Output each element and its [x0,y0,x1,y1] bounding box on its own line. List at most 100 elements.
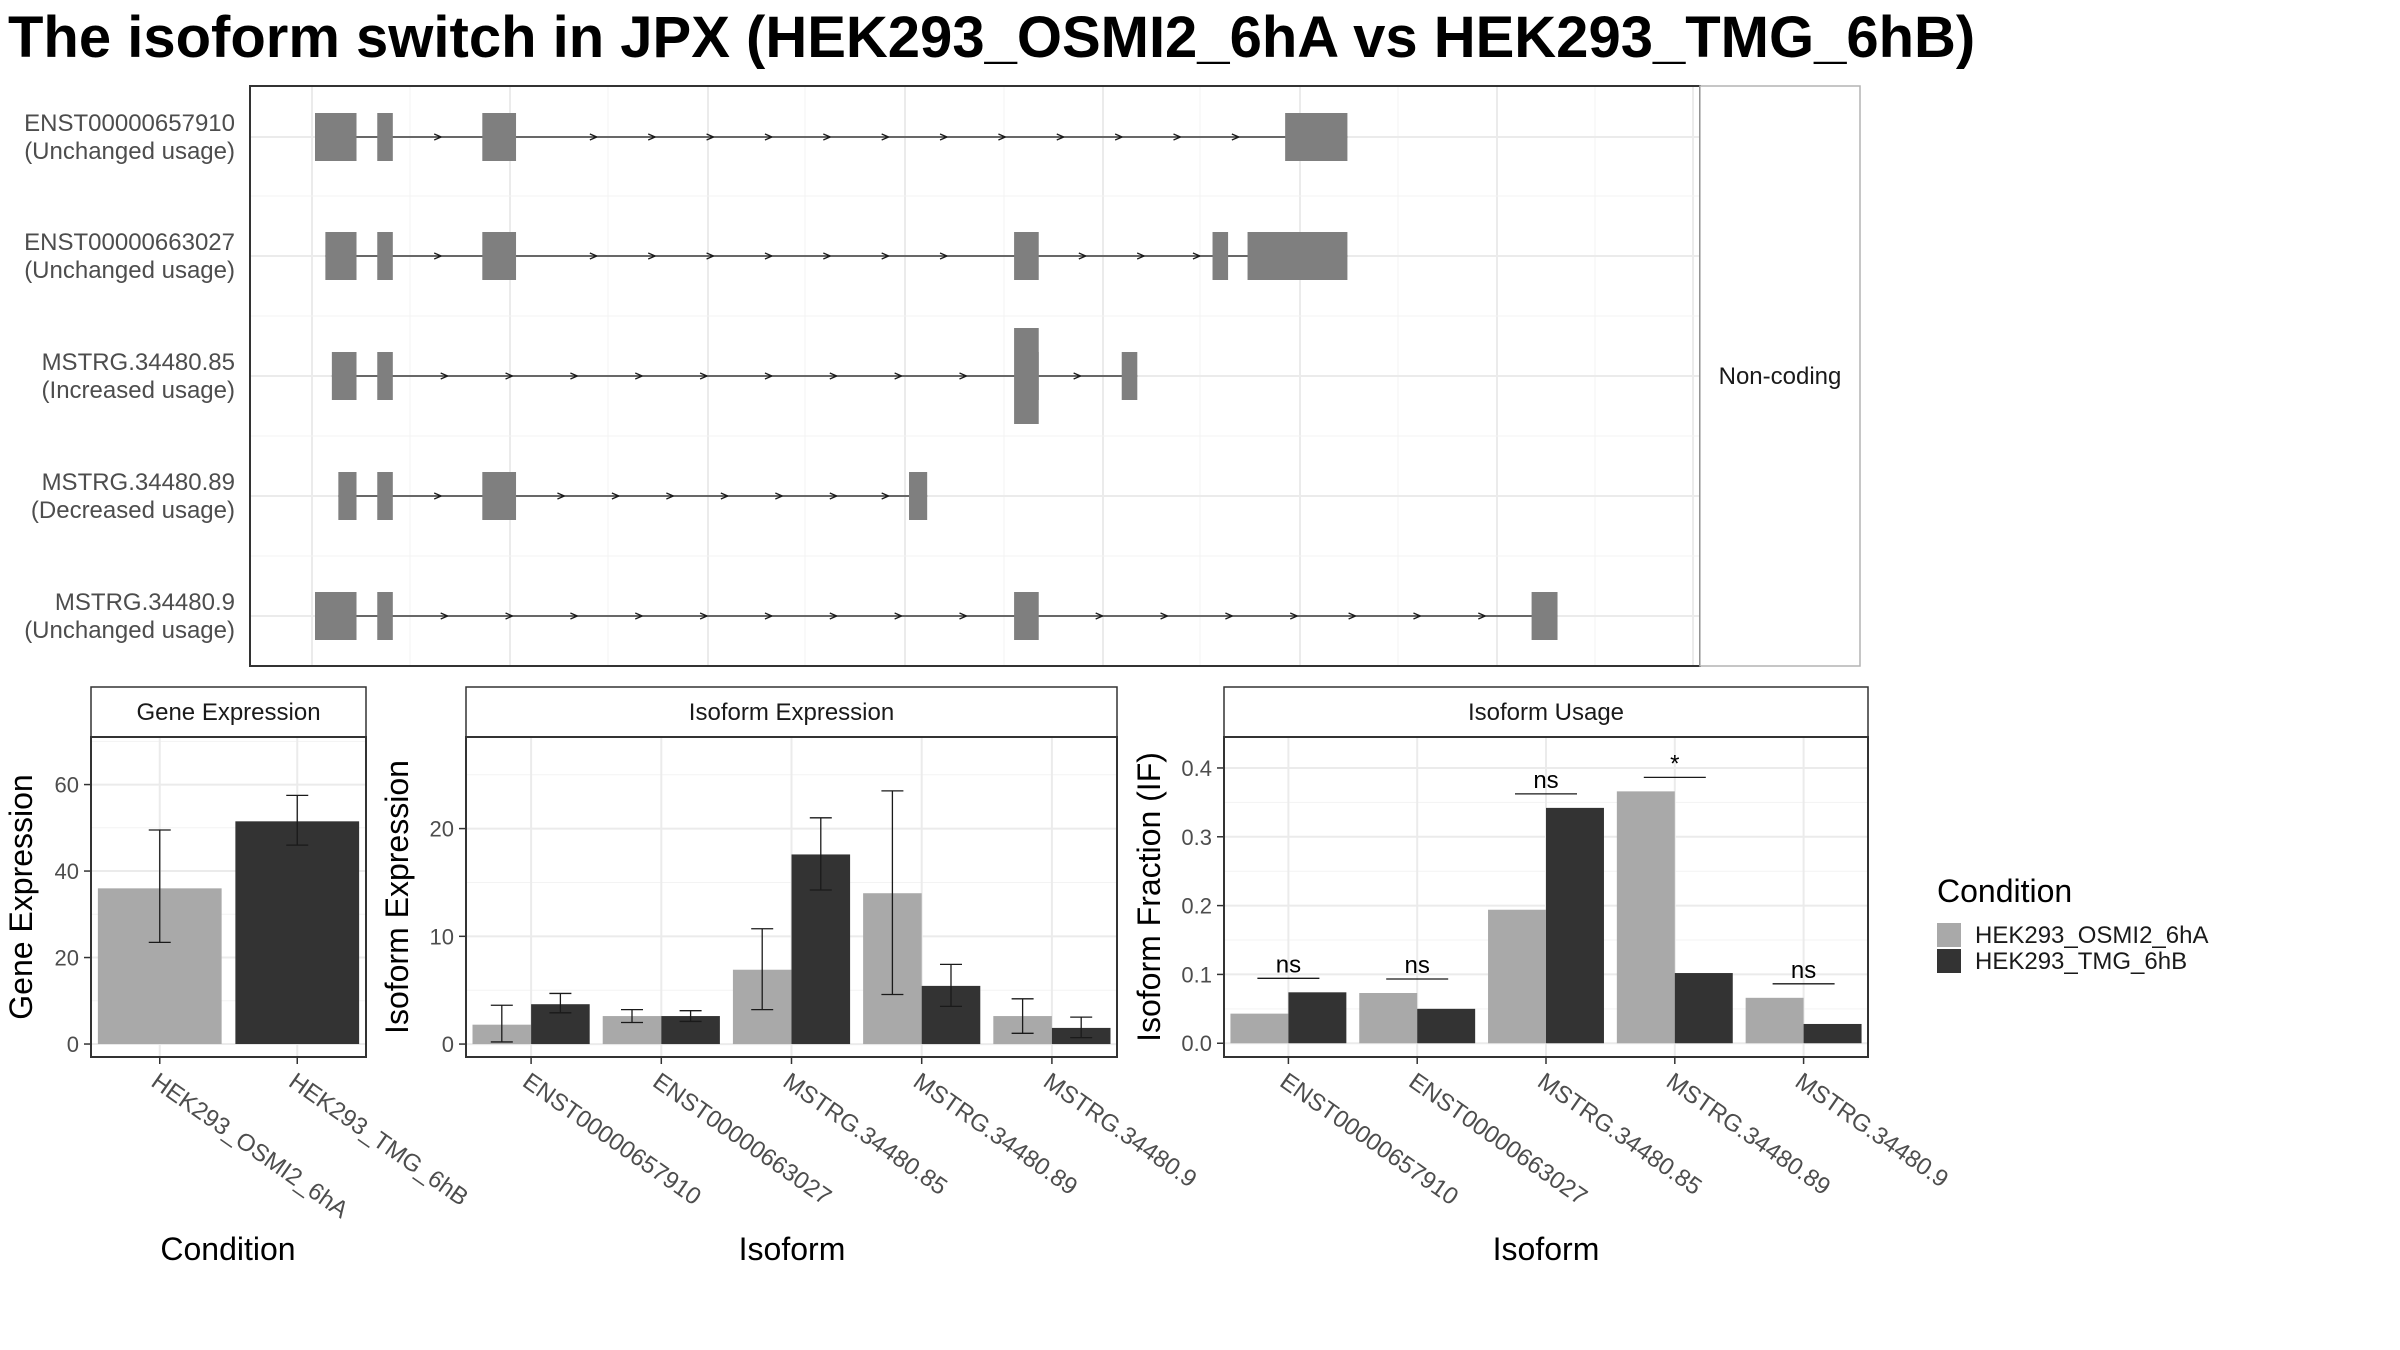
isoform-expression-panel: Isoform Expression01020ENST00000657910EN… [379,686,1201,1267]
y-tick-label: 0.4 [1181,756,1212,781]
intron-arrow [1192,252,1202,260]
strip-box [90,686,367,738]
significance-label: * [1670,750,1679,777]
x-axis-title: Isoform [1493,1231,1600,1267]
intron-arrow [433,492,443,500]
exon [315,592,357,640]
isoform-label: ENST00000657910 [24,110,235,137]
exon [377,232,393,280]
isoform-track [315,592,1558,640]
intron-arrow [557,492,567,500]
significance-label: ns [1276,951,1301,978]
intron-arrow [570,612,580,620]
intron-arrow [1478,612,1487,620]
isoform-label: MSTRG.34480.9 [55,589,235,616]
isoform-status-label: (Unchanged usage) [24,617,235,644]
intron-arrow [764,133,774,141]
intron-arrow [1160,612,1170,620]
intron-arrow [1348,612,1358,620]
intron-arrow [706,252,716,260]
exon [1032,352,1039,400]
exon [377,113,393,161]
intron-arrow [1078,252,1088,260]
legend-swatch [1937,949,1961,973]
strip-box [1223,686,1869,738]
isoform-status-label: (Unchanged usage) [24,257,235,284]
isoform-track [315,113,1348,161]
isoform-label: MSTRG.34480.85 [42,349,235,376]
intron-arrow [1225,612,1235,620]
exon [377,592,393,640]
exon [1247,232,1348,280]
legend-label: HEK293_TMG_6hB [1975,948,2187,975]
intron-arrow [433,252,443,260]
intron-arrow [894,372,904,380]
intron-arrow [998,133,1008,141]
legend-swatch [1937,923,1961,947]
intron-arrow [720,492,730,500]
intron-arrow [699,612,709,620]
intron-arrow [647,252,657,260]
bar [1488,909,1546,1044]
intron-arrow [634,372,644,380]
intron-arrow [634,612,644,620]
plot-border [1223,736,1869,1058]
intron-arrow [1173,133,1183,141]
intron-arrow [589,252,599,260]
intron-arrow [570,372,580,380]
strip-label: Isoform Expression [689,699,894,726]
y-tick-label: 0 [67,1032,79,1057]
y-tick-label: 20 [430,817,454,842]
intron-arrow [764,612,774,620]
plot-border [90,736,367,1058]
bar [1230,1013,1289,1044]
x-axis-title: Condition [160,1231,295,1267]
legend-title: Condition [1937,873,2072,909]
bar [1359,993,1418,1044]
exon [325,232,357,280]
y-tick-label: 0.0 [1181,1031,1212,1056]
intron-arrow [647,133,657,141]
intron-arrow [1095,612,1105,620]
y-axis-title: Gene Expression [3,774,39,1019]
exon [1531,592,1558,640]
exon [482,113,517,161]
exon [482,472,517,520]
intron-arrow [706,133,716,141]
intron-arrow [440,612,450,620]
isoform-status-label: (Decreased usage) [31,497,235,524]
exon [377,352,393,400]
exon [331,352,357,400]
intron-arrow [894,612,904,620]
intron-arrow [589,133,599,141]
exon [1014,232,1039,280]
intron-arrow [764,372,774,380]
exon [377,472,393,520]
bar [1288,992,1347,1044]
strip-box [465,686,1118,738]
isoform-track [331,328,1138,424]
y-tick-label: 10 [430,924,454,949]
strip-label: Isoform Usage [1468,699,1624,726]
bar [1745,997,1804,1044]
gene-expression-panel: Gene Expression0204060HEK293_OSMI2_6hAHE… [3,686,473,1267]
y-tick-label: 20 [55,946,79,971]
exon [338,472,357,520]
intron-arrow [666,492,676,500]
intron-arrow [1114,133,1124,141]
isoform-track [338,472,928,520]
intron-arrow [1413,612,1423,620]
x-axis-title: Isoform [739,1231,846,1267]
intron-arrow [1289,612,1299,620]
isoform-structure-panel: ENST00000657910(Unchanged usage)ENST0000… [24,85,1861,667]
y-tick-label: 60 [55,773,79,798]
strip-label-noncoding: Non-coding [1719,363,1842,390]
exon [1285,113,1348,161]
isoform-label: ENST00000663027 [24,229,235,256]
intron-arrow [939,133,949,141]
intron-arrow [1231,133,1241,141]
y-axis-title: Isoform Expression [379,760,415,1034]
intron-arrow [433,133,443,141]
exon [315,113,357,161]
isoform-usage-panel: Isoform Usage0.00.10.20.30.4nsENST000006… [1131,686,1953,1267]
